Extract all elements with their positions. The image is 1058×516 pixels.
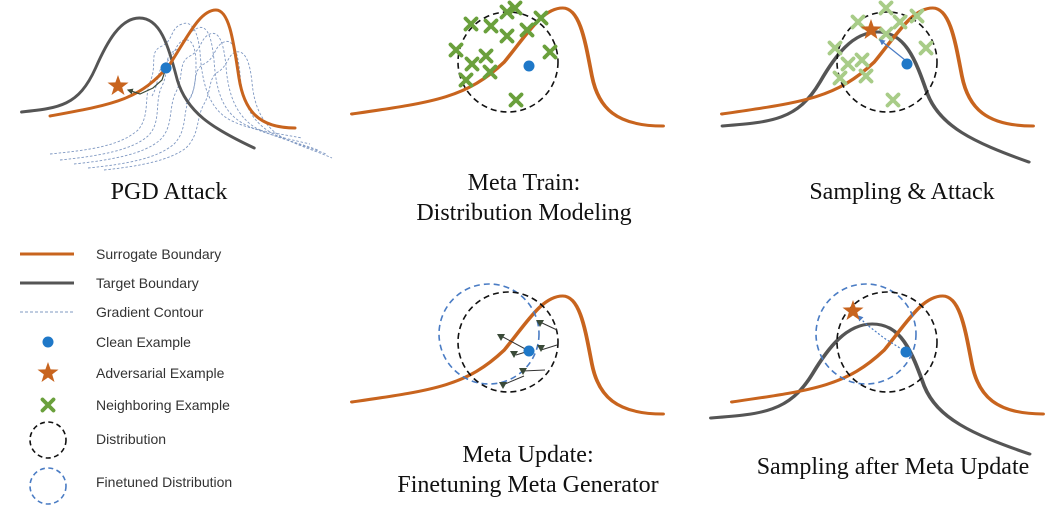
panel-meta-update: Meta Update: Finetuning Meta Generator bbox=[349, 283, 665, 498]
finetuned-distribution-circle bbox=[815, 283, 917, 385]
target-boundary bbox=[720, 30, 1031, 164]
legend-label-clean: Clean Example bbox=[96, 334, 191, 350]
sampling-attack-path bbox=[879, 39, 906, 61]
caption-meta-train-1: Meta Train: bbox=[468, 170, 581, 196]
distribution-circle bbox=[836, 11, 938, 113]
panel-meta-train: Meta Train: Distribution Modeling bbox=[349, 0, 665, 226]
panel-sampling-attack: Sampling & Attack bbox=[719, 0, 1035, 205]
clean-example-dot bbox=[523, 345, 535, 357]
blue-dot-icon bbox=[42, 336, 54, 348]
clean-example-dot bbox=[901, 58, 913, 70]
caption-meta-update-2: Finetuning Meta Generator bbox=[397, 472, 658, 498]
orange-star-icon bbox=[37, 362, 59, 382]
legend-label-distribution: Distribution bbox=[96, 431, 166, 447]
clean-example-dot bbox=[523, 60, 535, 72]
green-cross-icon bbox=[40, 397, 56, 413]
legend: Surrogate Boundary Target Boundary Gradi… bbox=[20, 246, 232, 505]
surrogate-boundary bbox=[719, 6, 1035, 128]
blue-dashed-circle-icon bbox=[29, 467, 67, 505]
black-dashed-circle-icon bbox=[29, 421, 67, 459]
finetuned-distribution-circle bbox=[438, 283, 540, 385]
adversarial-example-star bbox=[107, 75, 129, 95]
clean-example-dot bbox=[160, 62, 172, 74]
surrogate-boundary bbox=[349, 294, 665, 416]
target-boundary bbox=[19, 16, 256, 150]
attack-path bbox=[857, 315, 904, 351]
legend-label-neighbor: Neighboring Example bbox=[96, 397, 230, 413]
surrogate-boundary bbox=[349, 6, 665, 128]
legend-label-surrogate: Surrogate Boundary bbox=[96, 246, 221, 262]
caption-sampling-attack: Sampling & Attack bbox=[809, 179, 994, 205]
legend-label-contour: Gradient Contour bbox=[96, 304, 204, 320]
legend-label-adversarial: Adversarial Example bbox=[96, 365, 225, 381]
panel-sampling-after: Sampling after Meta Update bbox=[709, 283, 1045, 480]
legend-label-finetuned: Finetuned Distribution bbox=[96, 474, 232, 490]
distribution-circle bbox=[457, 291, 559, 393]
caption-meta-update-1: Meta Update: bbox=[462, 442, 593, 468]
caption-sampling-after: Sampling after Meta Update bbox=[757, 454, 1030, 480]
adversarial-example-star bbox=[842, 300, 864, 320]
gradient-contours bbox=[49, 22, 333, 171]
distribution-circle bbox=[836, 291, 938, 393]
legend-label-target: Target Boundary bbox=[96, 275, 199, 291]
caption-pgd: PGD Attack bbox=[111, 179, 228, 205]
surrogate-boundary bbox=[729, 294, 1045, 416]
clean-example-dot bbox=[900, 346, 912, 358]
caption-meta-train-2: Distribution Modeling bbox=[416, 200, 631, 226]
panel-pgd: PGD Attack bbox=[19, 8, 333, 205]
pgd-gradient-path bbox=[126, 67, 167, 95]
